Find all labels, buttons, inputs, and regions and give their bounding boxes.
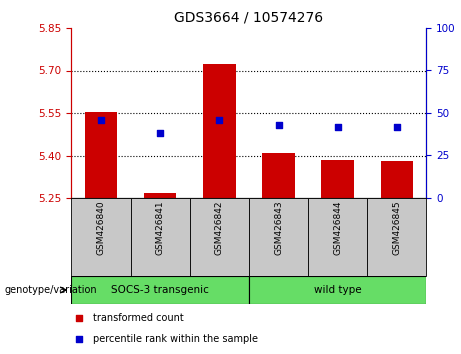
Point [275,122,282,128]
Text: GSM426840: GSM426840 [96,200,106,255]
FancyBboxPatch shape [308,198,367,276]
FancyBboxPatch shape [71,276,249,304]
FancyBboxPatch shape [130,198,190,276]
Text: SOCS-3 transgenic: SOCS-3 transgenic [111,285,209,295]
FancyBboxPatch shape [249,198,308,276]
Text: GSM426841: GSM426841 [156,200,165,255]
FancyBboxPatch shape [367,198,426,276]
Bar [262,153,295,198]
Text: GSM426842: GSM426842 [215,200,224,255]
Bar [203,64,236,198]
Text: GSM426843: GSM426843 [274,200,283,255]
Text: genotype/variation: genotype/variation [5,285,97,295]
Text: transformed count: transformed count [93,313,183,323]
Text: percentile rank within the sample: percentile rank within the sample [93,334,258,344]
Text: GSM426844: GSM426844 [333,200,342,255]
Bar [381,161,413,198]
Point [393,124,401,130]
Point [75,336,82,342]
Point [75,315,82,321]
FancyBboxPatch shape [190,198,249,276]
Text: GSM426845: GSM426845 [392,200,402,255]
Point [97,117,105,122]
Point [334,124,341,130]
Point [216,117,223,122]
FancyBboxPatch shape [71,198,130,276]
Text: wild type: wild type [314,285,361,295]
Title: GDS3664 / 10574276: GDS3664 / 10574276 [174,10,324,24]
Bar [144,193,177,198]
Point [156,131,164,136]
Bar [321,160,354,198]
FancyBboxPatch shape [249,276,426,304]
Bar [85,113,117,198]
